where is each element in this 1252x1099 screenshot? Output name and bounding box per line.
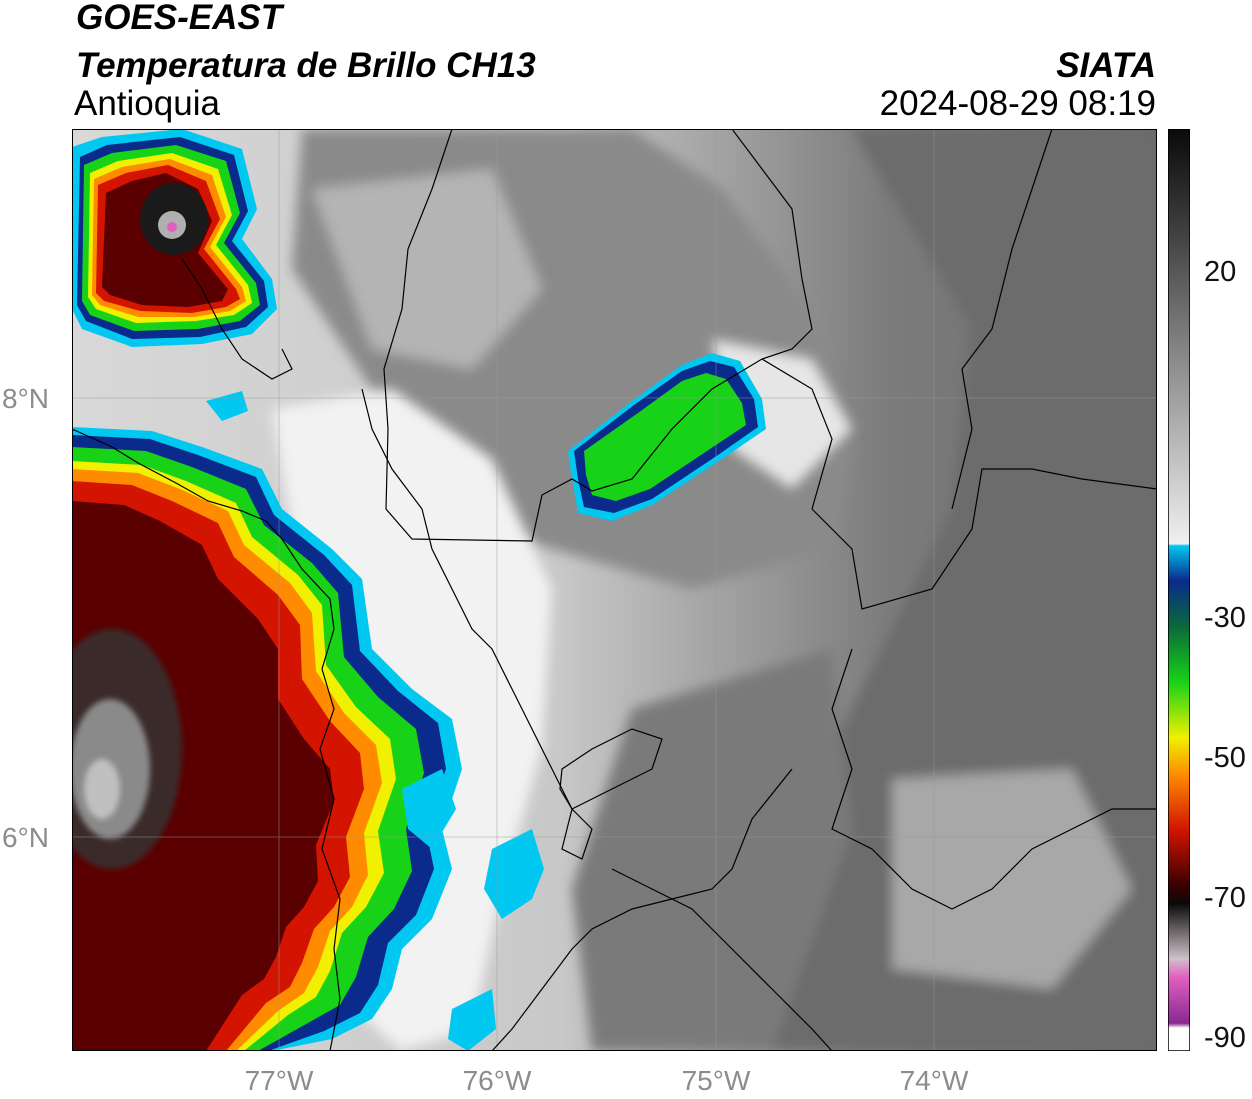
colorbar-tick-label: -50	[1204, 742, 1246, 774]
colorbar-tick-label: 20	[1204, 256, 1237, 288]
colorbar-tick-label: -30	[1204, 602, 1246, 634]
storm-northwest	[72, 129, 277, 347]
colorbar-tick-label: -90	[1204, 1022, 1246, 1054]
colorbar	[1168, 129, 1190, 1051]
cyan-fragments	[206, 391, 544, 1051]
storm-southwest	[72, 427, 462, 1051]
longitude-label: 77°W	[244, 1065, 314, 1096]
source-label: SIATA	[1056, 46, 1156, 85]
graticule	[72, 129, 1157, 1051]
latitude-label: 8°N	[2, 383, 49, 414]
colorbar-tick-label: -70	[1204, 882, 1246, 914]
longitude-label: 75°W	[681, 1065, 751, 1096]
product-title: Temperatura de Brillo CH13	[76, 46, 536, 85]
satellite-title: GOES-EAST	[76, 0, 283, 37]
admin-boundaries	[72, 129, 1157, 1051]
region-label: Antioquia	[74, 84, 220, 123]
longitude-label: 74°W	[899, 1065, 969, 1096]
longitude-label: 76°W	[462, 1065, 532, 1096]
datetime-label: 2024-08-29 08:19	[879, 84, 1156, 123]
latitude-label: 6°N	[2, 822, 49, 853]
satellite-map	[72, 129, 1157, 1051]
